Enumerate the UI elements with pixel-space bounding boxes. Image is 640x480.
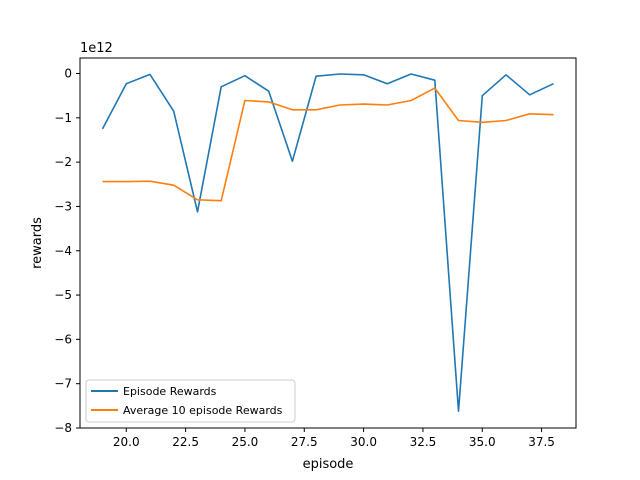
data-point <box>149 180 152 183</box>
data-point <box>433 79 436 82</box>
series-line-0 <box>101 73 554 413</box>
data-point <box>291 160 294 163</box>
y-tick-label: 0 <box>64 67 72 81</box>
data-point <box>101 127 104 130</box>
y-tick-label: −5 <box>54 288 72 302</box>
series-line-1 <box>102 87 554 202</box>
legend-label-episode-rewards: Episode Rewards <box>123 385 217 398</box>
data-point <box>267 90 270 93</box>
data-point <box>362 103 365 106</box>
data-point <box>433 87 436 90</box>
y-tick-label: −4 <box>54 244 72 258</box>
legend: Episode Rewards Average 10 episode Rewar… <box>85 379 296 423</box>
x-tick-label: 30.0 <box>350 435 377 449</box>
y-tick-label: −7 <box>54 377 72 391</box>
y-tick-label: −1 <box>54 111 72 125</box>
data-point <box>504 73 507 76</box>
y-tick-label: −2 <box>54 155 72 169</box>
x-tick-label: 35.0 <box>469 435 496 449</box>
data-point <box>481 94 484 97</box>
y-axis-ticks: 0 −1 −2 −3 −4 −5 −6 −7 −8 <box>54 67 80 435</box>
x-axis-label: episode <box>303 457 354 472</box>
data-point <box>243 74 246 77</box>
series-layer <box>101 72 555 413</box>
x-tick-label: 20.0 <box>113 435 140 449</box>
data-point <box>338 103 341 106</box>
data-point <box>457 410 460 413</box>
data-point <box>362 73 365 76</box>
x-axis-ticks: 20.0 22.5 25.0 27.5 30.0 32.5 35.0 37.5 <box>113 428 555 449</box>
data-point <box>315 75 318 78</box>
data-point <box>125 82 128 85</box>
data-point <box>338 72 341 75</box>
legend-box <box>85 379 296 423</box>
x-tick-label: 22.5 <box>172 435 199 449</box>
x-tick-label: 27.5 <box>291 435 318 449</box>
data-point <box>172 110 175 113</box>
y-offset-label: 1e12 <box>80 41 113 56</box>
legend-label-average-rewards: Average 10 episode Rewards <box>123 404 283 417</box>
data-point <box>315 108 318 111</box>
data-point <box>149 73 152 76</box>
data-point <box>267 100 270 103</box>
x-tick-label: 37.5 <box>528 435 555 449</box>
data-point <box>457 119 460 122</box>
data-point <box>528 112 531 115</box>
data-point <box>101 180 104 183</box>
data-point <box>125 180 128 183</box>
data-point <box>172 184 175 187</box>
data-point <box>528 93 531 96</box>
data-point <box>410 72 413 75</box>
plot-frame <box>79 57 577 429</box>
data-point <box>410 99 413 102</box>
data-point <box>196 198 199 201</box>
data-point <box>481 121 484 124</box>
y-tick-label: −3 <box>54 199 72 213</box>
data-point <box>220 85 223 88</box>
data-point <box>243 99 246 102</box>
data-point <box>386 82 389 85</box>
data-point <box>386 103 389 106</box>
y-tick-label: −8 <box>54 421 72 435</box>
data-point <box>552 82 555 85</box>
data-point <box>196 210 199 213</box>
data-point <box>291 108 294 111</box>
x-tick-label: 32.5 <box>410 435 437 449</box>
x-tick-label: 25.0 <box>232 435 259 449</box>
data-point <box>504 119 507 122</box>
data-point <box>220 199 223 202</box>
y-axis-label: rewards <box>30 217 45 269</box>
y-tick-label: −6 <box>54 332 72 346</box>
data-point <box>552 113 555 116</box>
